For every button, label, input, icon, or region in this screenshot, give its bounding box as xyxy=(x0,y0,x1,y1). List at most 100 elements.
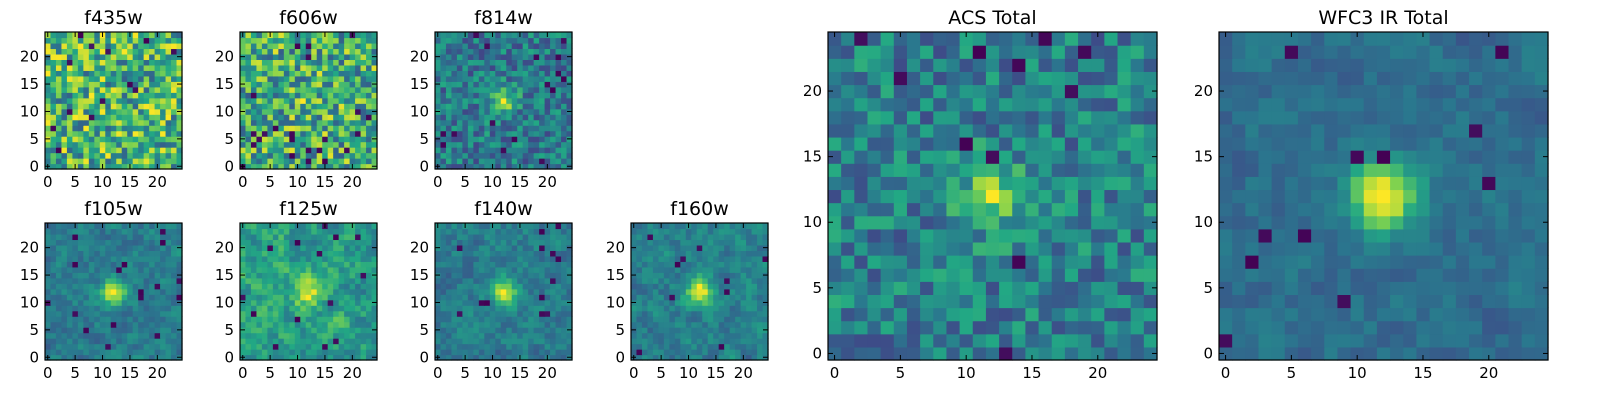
heatmap-cell xyxy=(451,305,458,312)
heatmap-cell xyxy=(305,255,312,262)
heatmap-cell xyxy=(724,349,731,356)
heatmap-cell xyxy=(355,32,362,39)
heatmap-cell xyxy=(506,255,513,262)
heatmap-cell xyxy=(489,310,496,317)
heatmap-cell xyxy=(294,299,301,306)
heatmap-cell xyxy=(522,338,529,345)
heatmap-cell xyxy=(272,108,279,115)
heatmap-cell xyxy=(138,152,145,159)
heatmap-cell xyxy=(539,92,546,99)
heatmap-cell xyxy=(138,158,145,165)
heatmap-cell xyxy=(61,316,68,323)
heatmap-cell xyxy=(1104,281,1119,295)
heatmap-cell xyxy=(61,294,68,301)
heatmap-cell xyxy=(456,233,463,241)
heatmap-cell xyxy=(467,136,474,143)
heatmap-cell xyxy=(138,283,145,290)
axes-frame xyxy=(630,222,769,361)
heatmap-cell xyxy=(680,332,687,339)
heatmap-cell xyxy=(50,64,57,71)
heatmap-cell xyxy=(77,32,84,39)
heatmap-cell xyxy=(88,92,95,99)
heatmap-cell xyxy=(322,239,329,246)
heatmap-cell xyxy=(311,250,318,257)
heatmap-cell xyxy=(451,354,458,361)
heatmap-cell xyxy=(751,244,758,251)
heatmap-cell xyxy=(305,277,312,284)
heatmap-cell xyxy=(1025,281,1040,295)
heatmap-cell xyxy=(489,349,496,356)
heatmap-cell xyxy=(456,299,463,306)
heatmap-cell xyxy=(349,294,356,301)
heatmap-cell xyxy=(105,327,112,334)
y-tick-label: 20 xyxy=(215,48,234,66)
heatmap-cell xyxy=(245,255,252,262)
heatmap-cell xyxy=(451,288,458,295)
heatmap-cell xyxy=(641,332,649,339)
heatmap-cell xyxy=(685,250,692,257)
heatmap-cell xyxy=(495,136,502,143)
heatmap-cell xyxy=(83,86,90,93)
heatmap-cell xyxy=(305,152,312,159)
heatmap-cell xyxy=(165,223,172,230)
heatmap-cell xyxy=(45,103,52,110)
heatmap-cell xyxy=(240,64,247,71)
heatmap-cell xyxy=(751,233,758,241)
heatmap-cell xyxy=(511,103,518,110)
heatmap-cell xyxy=(1091,294,1105,309)
heatmap-cell xyxy=(696,310,703,317)
heatmap-cell xyxy=(636,239,643,246)
heatmap-cell xyxy=(171,114,178,121)
heatmap-cell xyxy=(674,283,681,290)
heatmap-cell xyxy=(250,42,258,50)
heatmap-cell xyxy=(176,266,183,273)
heatmap-cell xyxy=(440,233,447,241)
heatmap-cell xyxy=(371,332,378,339)
heatmap-cell xyxy=(267,59,274,66)
heatmap-cell xyxy=(729,316,736,323)
heatmap-cell xyxy=(647,255,654,262)
y-tick-label: 0 xyxy=(615,348,625,366)
heatmap-cell xyxy=(349,239,356,246)
heatmap-cell xyxy=(171,343,178,350)
heatmap-cell xyxy=(841,294,855,309)
heatmap-cell xyxy=(171,349,178,356)
heatmap-cell xyxy=(1038,163,1053,177)
x-tick-label: 10 xyxy=(483,173,502,191)
heatmap-cell xyxy=(854,268,869,282)
heatmap-cell xyxy=(45,266,52,273)
heatmap-cell xyxy=(1143,176,1158,191)
heatmap-cell xyxy=(467,158,474,165)
heatmap-cell xyxy=(171,70,178,77)
heatmap-cell xyxy=(528,125,535,132)
heatmap-cell xyxy=(138,108,145,115)
heatmap-cell xyxy=(300,59,307,66)
heatmap-cell xyxy=(511,255,518,262)
heatmap-cell xyxy=(72,119,79,126)
heatmap-cell xyxy=(506,266,513,273)
heatmap-cell xyxy=(105,81,112,88)
heatmap-cell xyxy=(462,349,469,356)
heatmap-cell xyxy=(707,255,714,262)
heatmap-cell xyxy=(83,266,90,273)
heatmap-cell xyxy=(544,37,551,44)
heatmap-cell xyxy=(517,53,524,60)
heatmap-cell xyxy=(658,244,665,251)
heatmap-cell xyxy=(355,332,362,339)
heatmap-cell xyxy=(355,130,362,137)
heatmap-cell xyxy=(647,228,654,235)
heatmap-cell xyxy=(83,158,90,165)
heatmap-cell xyxy=(522,354,529,361)
heatmap-cell xyxy=(544,59,551,66)
heatmap-cell xyxy=(658,288,665,295)
heatmap-cell xyxy=(88,119,95,126)
y-tick-label: 0 xyxy=(419,157,429,175)
heatmap-cell xyxy=(1117,320,1132,335)
x-tick-label: 5 xyxy=(70,173,80,191)
heatmap-cell xyxy=(631,233,638,241)
heatmap-cell xyxy=(99,250,106,257)
heatmap-cell xyxy=(278,48,285,55)
heatmap-cell xyxy=(724,266,731,273)
heatmap-cell xyxy=(316,108,323,115)
heatmap-cell xyxy=(154,338,161,345)
